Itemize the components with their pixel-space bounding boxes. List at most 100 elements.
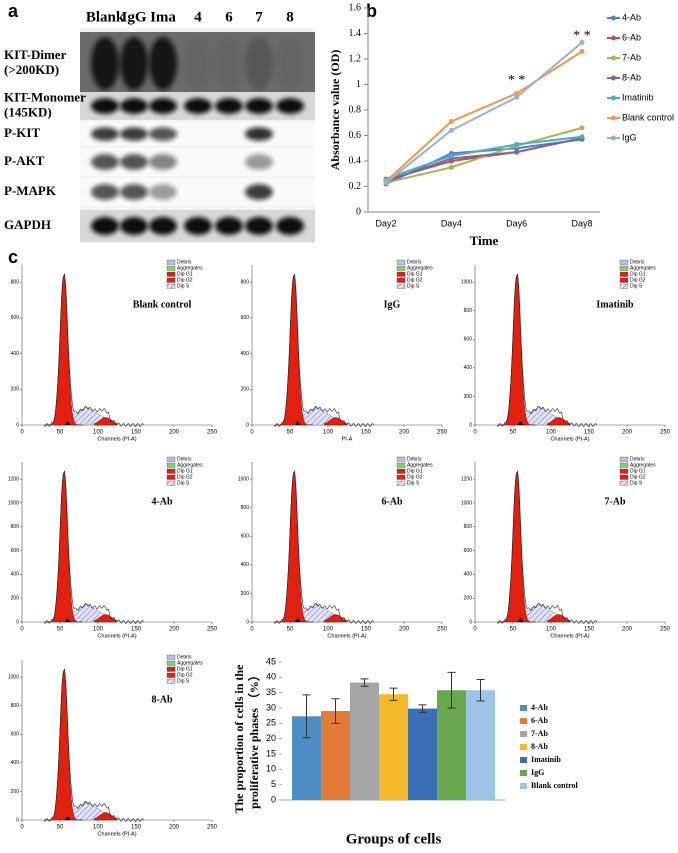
legend-swatch: [166, 456, 176, 462]
histogram-title: 4-Ab: [151, 496, 173, 507]
legend-swatch: [396, 462, 406, 468]
blot-band: [276, 98, 304, 114]
legend-swatch: [396, 259, 406, 265]
legend-label: Aggregates: [177, 462, 203, 468]
dip-g2: [94, 812, 118, 821]
x-tick-label: 0: [473, 627, 477, 633]
x-tick-label: Day4: [441, 218, 462, 228]
y-tick-label: 10: [266, 764, 276, 774]
series-line: [385, 50, 583, 183]
y-tick-label: 20: [266, 733, 276, 743]
y-tick-label: 15: [266, 748, 276, 758]
bar: [379, 694, 408, 800]
point: [514, 94, 520, 100]
legend-swatch: [520, 731, 527, 737]
y-tick-label: 800: [464, 524, 473, 530]
row-label: KIT-Dimer: [4, 47, 67, 62]
legend-swatch: [396, 480, 406, 486]
row-label: (>200KD): [4, 62, 59, 77]
x-tick-label: 100: [546, 430, 557, 436]
y-tick-label: 1.6: [349, 2, 362, 13]
x-tick-label: 0: [250, 627, 254, 633]
x-tick-label: 50: [287, 430, 294, 436]
blot-band: [245, 98, 273, 114]
dip-g1: [274, 471, 313, 623]
y-tick-label: 1000: [238, 476, 249, 482]
legend-label: Debris: [630, 456, 645, 462]
legend-label: Dip S: [407, 480, 420, 486]
bar: [408, 708, 437, 800]
legend-label: Dip G1: [177, 468, 193, 474]
legend-swatch: [619, 277, 629, 283]
blot-band: [120, 154, 148, 170]
x-tick-label: 150: [584, 430, 595, 436]
legend-swatch: [520, 783, 527, 789]
legend-swatch: [166, 277, 176, 283]
legend-swatch: [619, 456, 629, 462]
legend-label: Aggregates: [630, 462, 656, 468]
y-tick-label: 0: [469, 422, 472, 428]
x-axis-title: Channels (PI-A): [97, 831, 136, 837]
y-tick-label: 200: [241, 387, 250, 393]
y-tick-label: 0: [246, 619, 249, 625]
y-tick-label: 400: [464, 365, 473, 371]
x-tick-label: Day2: [375, 218, 396, 228]
legend-swatch: [396, 271, 406, 277]
y-tick-label: 800: [241, 505, 250, 511]
x-tick-label: 150: [584, 627, 595, 633]
legend-label: Aggregates: [407, 462, 433, 468]
histogram-outline: [497, 470, 597, 625]
dip-g2: [547, 417, 571, 426]
x-axis-title: PI-A: [342, 436, 353, 442]
x-tick-label: 0: [20, 825, 24, 831]
blot-band: [215, 217, 243, 235]
legend-label: Dip G2: [177, 474, 193, 480]
legend-swatch: [520, 705, 527, 711]
blot-band: [245, 154, 273, 170]
error-bar: [447, 671, 456, 709]
y-tick-label: 1.2: [349, 53, 362, 64]
point: [383, 180, 389, 186]
legend-label: Debris: [177, 654, 192, 660]
legend-label: Dip G2: [177, 672, 193, 678]
x-tick-label: 250: [207, 627, 218, 633]
dip-g1: [44, 669, 83, 821]
y-tick-label: 600: [241, 534, 250, 540]
y-tick-label: 1000: [8, 674, 19, 680]
x-tick-label: 150: [361, 627, 372, 633]
legend-label: 7-Ab: [531, 729, 548, 738]
legend-swatch: [396, 468, 406, 474]
x-axis-title: Channels (PI-A): [550, 633, 589, 639]
legend-label: Dip G2: [630, 277, 646, 283]
point: [448, 153, 454, 159]
x-tick-label: 250: [437, 430, 448, 436]
legend-label: 4-Ab: [622, 12, 641, 22]
x-tick-label: 200: [399, 627, 410, 633]
y-tick-label: 35: [266, 687, 276, 697]
legend-label: IgG: [622, 132, 637, 142]
y-tick-label: 0.6: [349, 130, 362, 141]
legend-swatch: [619, 480, 629, 486]
x-tick-label: 200: [169, 430, 180, 436]
dip-g1: [497, 274, 536, 426]
y-tick-label: 1200: [461, 476, 472, 482]
blot-band: [91, 154, 119, 170]
blot-band: [149, 37, 177, 90]
legend-label: Dip S: [630, 283, 643, 289]
x-tick-label: 100: [323, 627, 334, 633]
y-tick-label: 0: [356, 206, 361, 217]
x-axis-title: Channels (PI-A): [550, 436, 589, 442]
y-tick-label: 0.2: [349, 181, 362, 192]
marker: [517, 421, 524, 425]
y-tick-label: 30: [266, 702, 276, 712]
row-label: P-KIT: [4, 125, 40, 140]
dip-g2: [94, 417, 118, 426]
x-tick-label: 250: [207, 430, 218, 436]
legend-swatch: [166, 468, 176, 474]
point: [579, 125, 585, 131]
x-tick-label: 100: [93, 430, 104, 436]
legend-label: Dip G1: [407, 468, 423, 474]
bar: [321, 711, 350, 800]
legend-label: Dip G1: [407, 271, 423, 277]
